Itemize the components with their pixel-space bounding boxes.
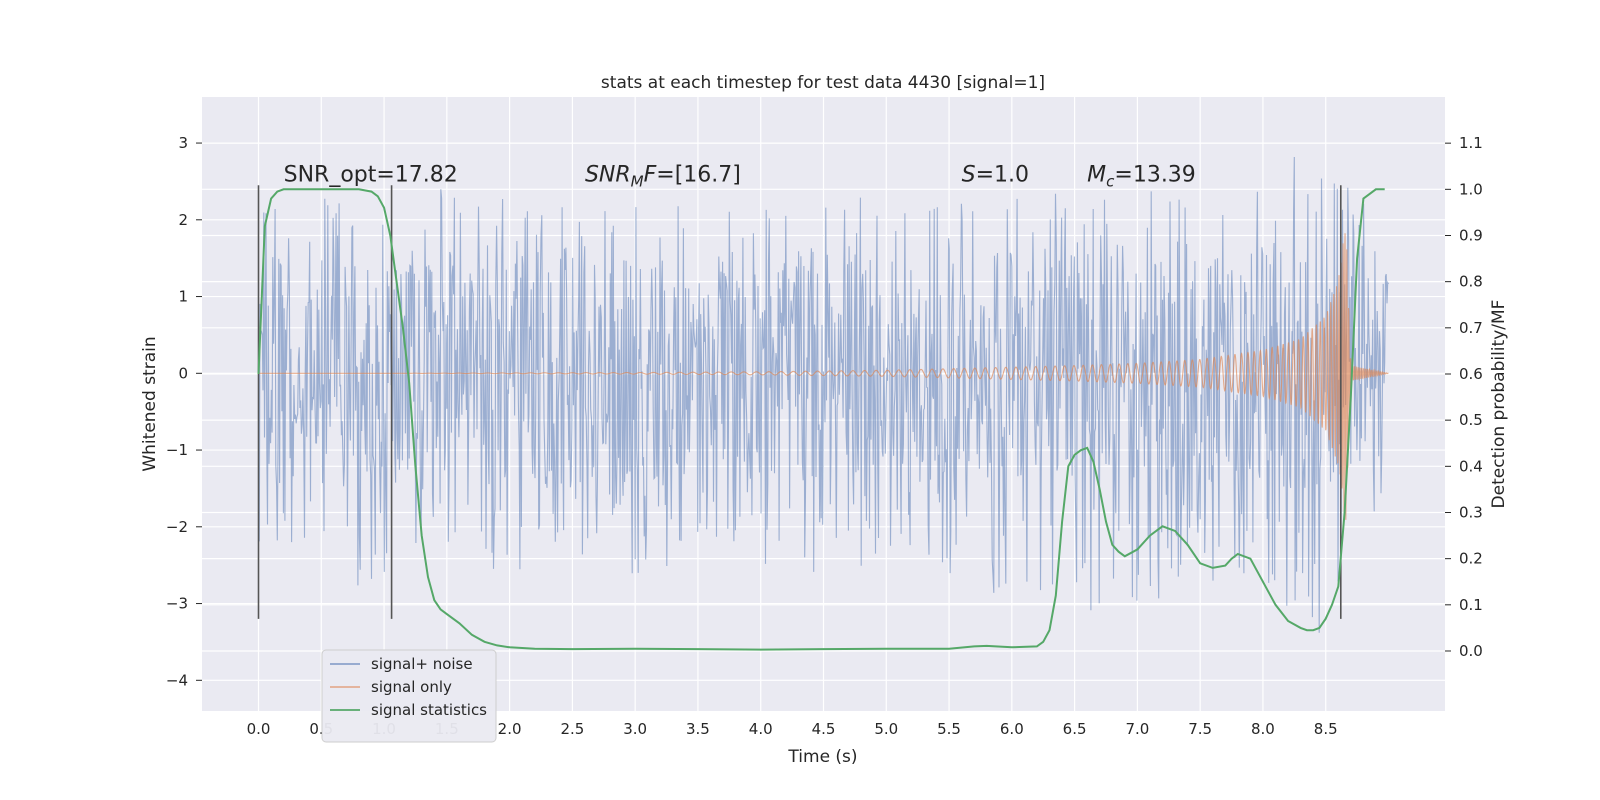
x-tick-label-13: 6.5 [1063, 720, 1087, 738]
x-tick-label-6: 3.0 [623, 720, 647, 738]
y-right-tick-label-1: 0.1 [1459, 596, 1483, 614]
x-tick-label-5: 2.5 [560, 720, 584, 738]
x-tick-label-14: 7.0 [1125, 720, 1149, 738]
y-right-tick-label-7: 0.7 [1459, 319, 1483, 337]
annotations: SNR_opt=17.82 SNRMF=[16.7] S=1.0 Mc=13.39 [284, 162, 1196, 190]
y-axis-right-title: Detection probability/MF [1489, 300, 1509, 509]
y-left-tick-label-3: −1 [166, 441, 188, 459]
y-right-tick-label-5: 0.5 [1459, 411, 1483, 429]
annotation-1: SNRMF=[16.7] [585, 162, 741, 190]
y-right-tick-label-0: 0.0 [1459, 642, 1483, 660]
x-axis-title: Time (s) [787, 747, 857, 767]
y-left-tick-label-0: −4 [166, 671, 188, 689]
y-left-tick-label-5: 1 [178, 288, 188, 306]
y-axis-right-ticks: 0.0 0.1 0.2 0.3 0.4 0.5 0.6 0.7 0.8 0.9 1.0 1.1 [1445, 134, 1483, 660]
y-right-tick-label-11: 1.1 [1459, 134, 1483, 152]
series-signal-only [258, 233, 1389, 520]
x-tick-label-0: 0.0 [247, 720, 271, 738]
annotation-0: SNR_opt=17.82 [284, 162, 458, 187]
y-axis-left-ticks: −4 −3 −2 −1 0 1 2 3 [166, 134, 202, 689]
x-tick-label-15: 7.5 [1188, 720, 1212, 738]
y-left-tick-label-4: 0 [178, 364, 188, 382]
y-right-tick-label-3: 0.3 [1459, 503, 1483, 521]
y-left-tick-label-7: 3 [178, 134, 188, 152]
x-tick-label-9: 4.5 [812, 720, 836, 738]
x-tick-label-16: 8.0 [1251, 720, 1275, 738]
y-right-tick-label-4: 0.4 [1459, 457, 1483, 475]
annotation-2: S=1.0 [962, 162, 1029, 187]
annotation-3: Mc=13.39 [1087, 162, 1196, 190]
y-right-tick-label-2: 0.2 [1459, 550, 1483, 568]
legend-label-signal-statistics: signal statistics [371, 701, 487, 719]
x-tick-label-17: 8.5 [1314, 720, 1338, 738]
legend: signal+ noise signal only signal statist… [321, 649, 497, 743]
line-signal-only [258, 233, 1389, 520]
series-signal-noise [257, 156, 1389, 633]
x-tick-label-12: 6.0 [1000, 720, 1024, 738]
y-right-tick-label-8: 0.8 [1459, 273, 1483, 291]
x-tick-label-10: 5.0 [874, 720, 898, 738]
chart-title: stats at each timestep for test data 443… [601, 73, 1045, 93]
y-axis-left-title: Whitened strain [140, 336, 160, 471]
y-right-tick-label-9: 0.9 [1459, 226, 1483, 244]
y-left-tick-label-6: 2 [178, 211, 188, 229]
x-tick-label-11: 5.5 [937, 720, 961, 738]
y-left-tick-label-1: −3 [166, 595, 188, 613]
legend-box [321, 649, 497, 743]
y-right-tick-label-10: 1.0 [1459, 180, 1483, 198]
y-left-tick-label-2: −2 [166, 518, 188, 536]
x-tick-label-7: 3.5 [686, 720, 710, 738]
line-signal-statistics [257, 188, 1385, 651]
y-right-tick-label-6: 0.6 [1459, 365, 1483, 383]
legend-label-signal-only: signal only [371, 678, 452, 696]
x-tick-label-8: 4.0 [749, 720, 773, 738]
x-tick-label-4: 2.0 [498, 720, 522, 738]
series-signal-statistics [257, 188, 1385, 651]
legend-label-signal-noise: signal+ noise [371, 655, 473, 673]
line-signal-noise [257, 156, 1389, 633]
